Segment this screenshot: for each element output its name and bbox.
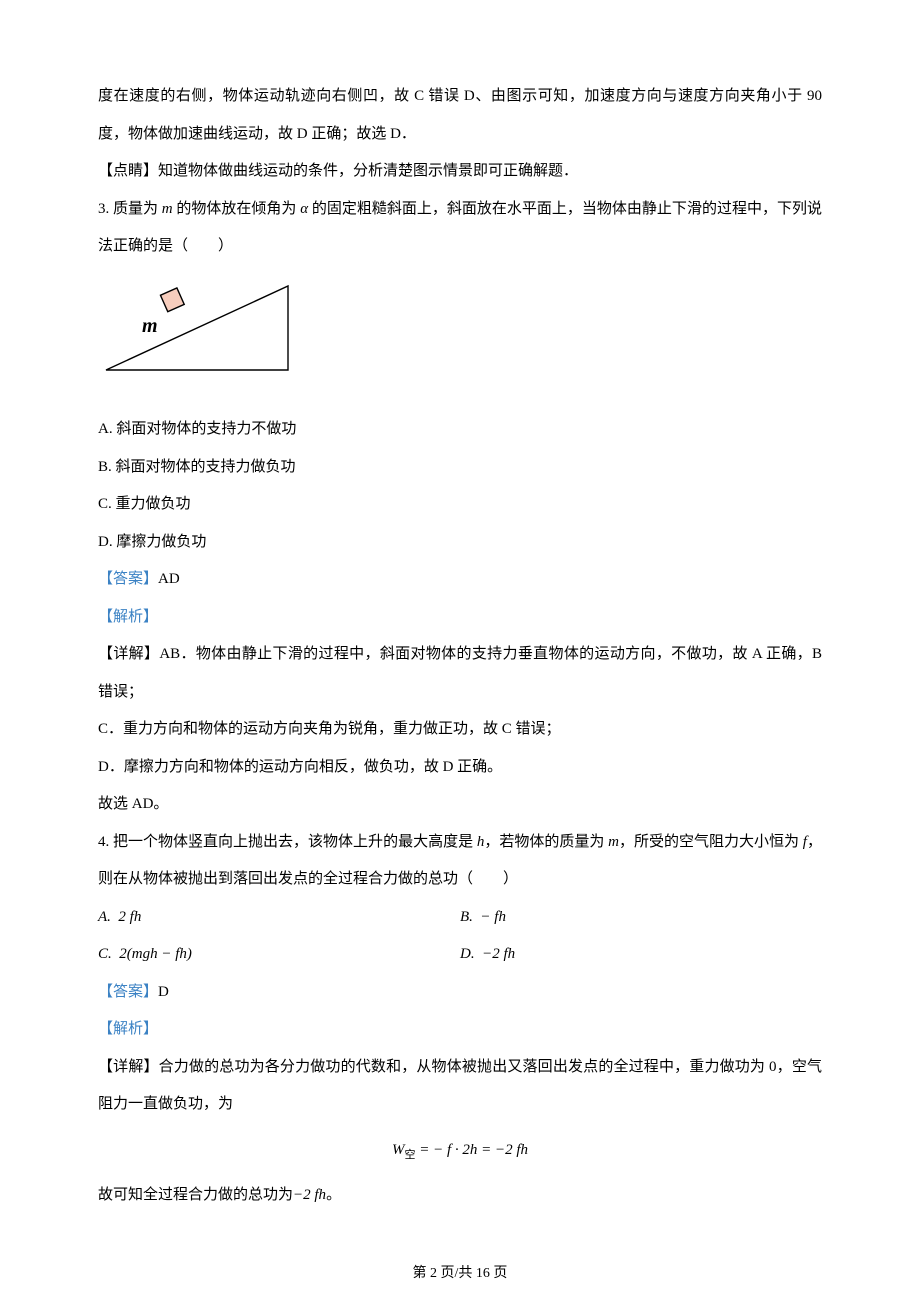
q4-options-row1: A. 2 fh B. − fh — [98, 899, 822, 937]
answer-label: 【答案】 — [98, 571, 158, 587]
q3-diagram: m — [98, 278, 822, 394]
q3-detail-c: C．重力方向和物体的运动方向夹角为锐角，重力做正功，故 C 错误； — [98, 711, 822, 749]
answer-value: AD — [158, 571, 180, 587]
formula-sub: 空 — [404, 1149, 415, 1161]
q3-stem: 3. 质量为 m 的物体放在倾角为 α 的固定粗糙斜面上，斜面放在水平面上，当物… — [98, 191, 822, 266]
block — [160, 287, 184, 311]
q4-stem-part3: ，所受的空气阻力大小恒为 — [619, 834, 803, 850]
diagram-label-m: m — [142, 315, 158, 337]
answer-label: 【答案】 — [98, 984, 158, 1000]
prev-question-point: 【点睛】知道物体做曲线运动的条件，分析清楚图示情景即可正确解题． — [98, 153, 822, 191]
q3-detail-d: D．摩擦力方向和物体的运动方向相反，做负功，故 D 正确。 — [98, 749, 822, 787]
q4-option-d: D. −2 fh — [460, 936, 822, 974]
q3-option-a: A. 斜面对物体的支持力不做功 — [98, 411, 822, 449]
q3-option-b: B. 斜面对物体的支持力做负功 — [98, 449, 822, 487]
q3-detail-end: 故选 AD。 — [98, 786, 822, 824]
q3-answer: 【答案】AD — [98, 561, 822, 599]
q4-stem: 4. 把一个物体竖直向上抛出去，该物体上升的最大高度是 h，若物体的质量为 m，… — [98, 824, 822, 899]
q4-conclusion: 故可知全过程合力做的总功为−2 fh。 — [98, 1177, 822, 1215]
answer-value: D — [158, 984, 169, 1000]
q4-stem-part1: 4. 把一个物体竖直向上抛出去，该物体上升的最大高度是 — [98, 834, 477, 850]
q4-conclusion-end: 。 — [326, 1187, 341, 1203]
q3-option-d: D. 摩擦力做负功 — [98, 524, 822, 562]
triangle — [106, 286, 288, 370]
q3-analysis-label: 【解析】 — [98, 599, 822, 637]
q3-stem-m: m — [162, 201, 173, 217]
q4-stem-part2: ，若物体的质量为 — [484, 834, 608, 850]
q4-conclusion-text: 故可知全过程合力做的总功为 — [98, 1187, 293, 1203]
q4-option-a: A. 2 fh — [98, 899, 460, 937]
q4-detail-1: 【详解】合力做的总功为各分力做功的代数和，从物体被抛出又落回出发点的全过程中，重… — [98, 1049, 822, 1124]
q4-option-b: B. − fh — [460, 899, 822, 937]
q3-stem-alpha: α — [300, 201, 308, 217]
q4-stem-m: m — [608, 834, 619, 850]
q4-options-row2: C. 2(mgh − fh) D. −2 fh — [98, 936, 822, 974]
q4-option-c: C. 2(mgh − fh) — [98, 936, 460, 974]
q4-formula: W空 = − f · 2h = −2 fh — [98, 1134, 822, 1167]
q3-stem-part2: 的物体放在倾角为 — [173, 201, 301, 217]
page-footer: 第 2 页/共 16 页 — [0, 1264, 920, 1284]
q4-answer: 【答案】D — [98, 974, 822, 1012]
q3-stem-part1: 3. 质量为 — [98, 201, 162, 217]
prev-question-continuation: 度在速度的右侧，物体运动轨迹向右侧凹，故 C 错误 D、由图示可知，加速度方向与… — [98, 78, 822, 153]
q4-analysis-label: 【解析】 — [98, 1011, 822, 1049]
q3-detail-ab: 【详解】AB．物体由静止下滑的过程中，斜面对物体的支持力垂直物体的运动方向，不做… — [98, 636, 822, 711]
q3-option-c: C. 重力做负功 — [98, 486, 822, 524]
